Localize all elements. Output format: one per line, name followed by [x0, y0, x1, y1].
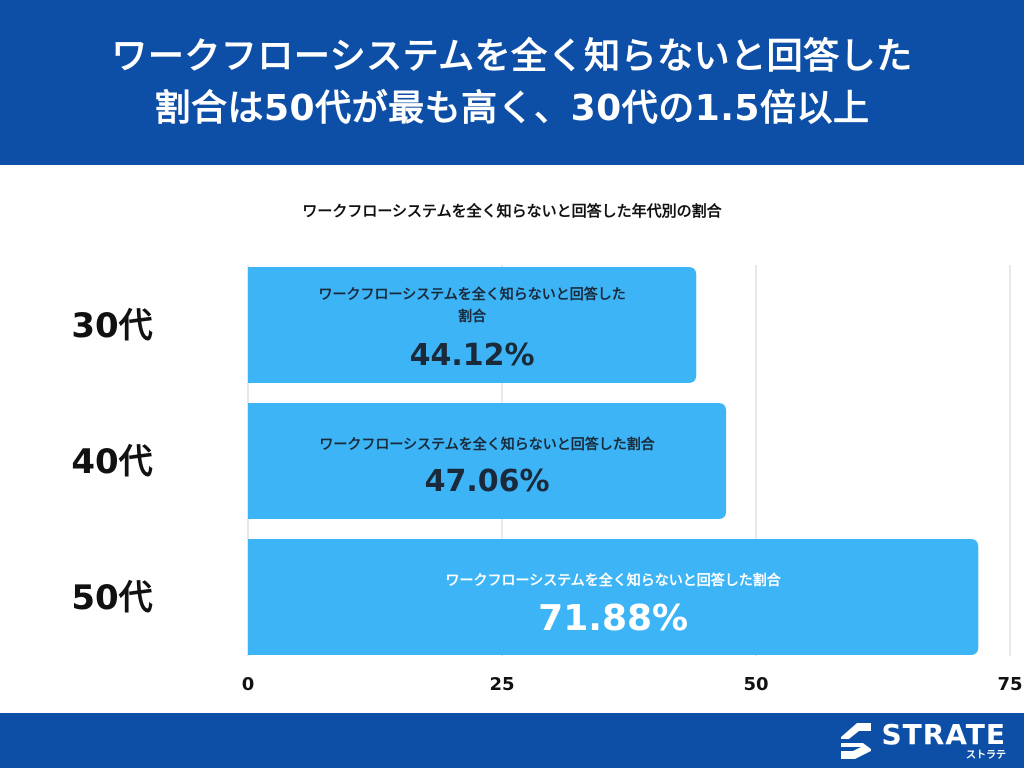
bar-series-label-50代-0: ワークフローシステムを全く知らないと回答した割合 — [445, 572, 781, 589]
bar-40代 — [248, 403, 727, 519]
x-tick-label-75: 75 — [997, 674, 1022, 695]
bar-chart: 0 25 50 7530代ワークフローシステムを全く知らないと回答した割合44.12%… — [71, 265, 1023, 695]
headline-line-2: 割合は50代が最も高く、30代の1.5倍以上 — [154, 87, 870, 129]
bar-series-label-30代-1: 割合 — [458, 308, 487, 325]
footer-banner: STRATE ストラテ — [0, 713, 1024, 768]
chart-title: ワークフローシステムを全く知らないと回答した年代別の割合 — [302, 202, 722, 220]
bar-value-label-40代: 47.06% — [425, 464, 550, 499]
bar-50代 — [248, 539, 979, 655]
bar-30代 — [248, 267, 697, 383]
category-label-40代: 40代 — [71, 442, 152, 482]
bar-series-label-30代-0: ワークフローシステムを全く知らないと回答した — [318, 286, 625, 303]
category-label-30代: 30代 — [71, 306, 152, 346]
x-tick-label-50: 50 — [743, 674, 768, 695]
brand-name: STRATE — [881, 718, 1006, 751]
brand-kana: ストラテ — [966, 750, 1006, 761]
category-label-50代: 50代 — [71, 578, 152, 618]
bar-series-label-40代-0: ワークフローシステムを全く知らないと回答した割合 — [319, 436, 655, 453]
strate-logo: STRATE ストラテ — [839, 719, 1006, 763]
x-tick-label-0: 0 — [242, 674, 255, 695]
strate-s-logo-icon — [841, 723, 872, 759]
header-banner: ワークフローシステムを全く知らないと回答した 割合は50代が最も高く、30代の1… — [0, 0, 1024, 165]
x-tick-label-25: 25 — [489, 674, 514, 695]
headline-line-1: ワークフローシステムを全く知らないと回答した — [111, 35, 913, 77]
bar-value-label-50代: 71.88% — [538, 598, 688, 639]
bar-value-label-30代: 44.12% — [410, 338, 535, 373]
